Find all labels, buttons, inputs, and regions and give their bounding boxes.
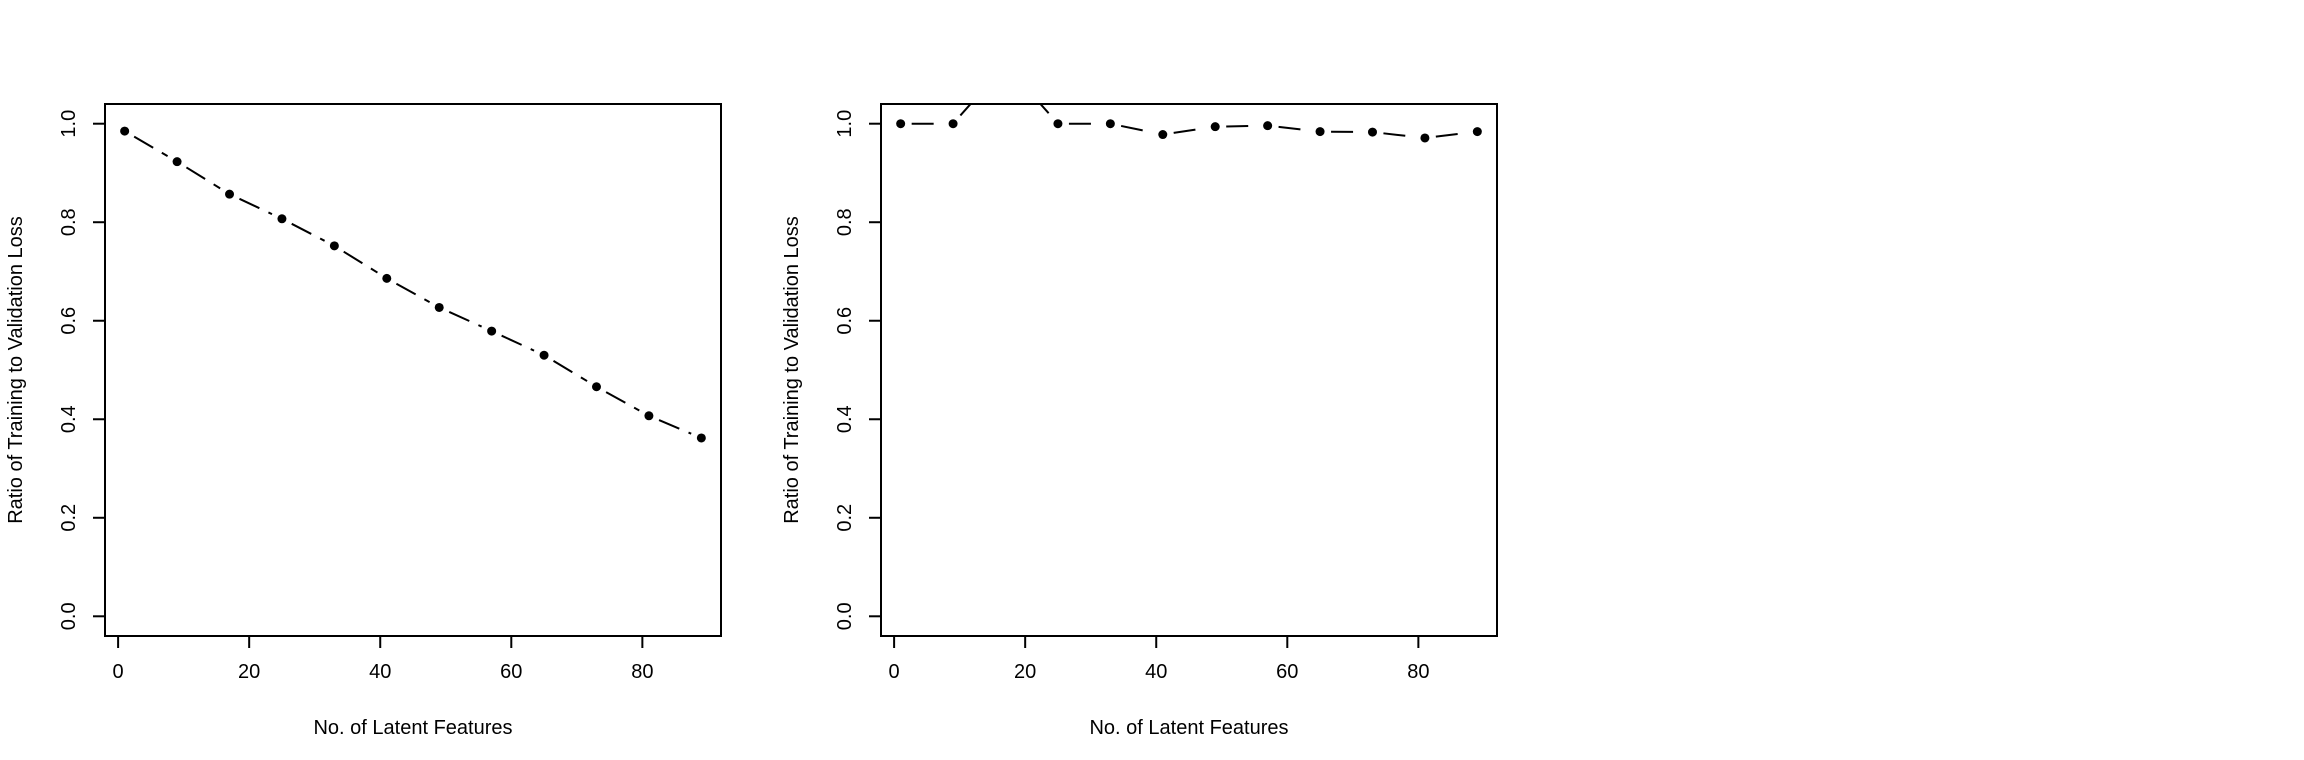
series-line-segment [448,311,483,328]
series-line-segment [552,360,588,382]
x-tick-label: 0 [113,661,124,683]
series-line-segment [1120,124,1153,134]
plot-area [120,126,706,443]
y-axis: 0.0 0.2 0.4 0.6 0.8 1.0 [58,110,106,630]
data-point [591,382,601,392]
y-tick-label: 0.0 [834,602,856,630]
series-line-segment [1278,125,1310,132]
plot-area [896,60,1482,143]
data-point [487,326,497,336]
data-point [1210,122,1220,132]
series-line-segment [291,222,326,242]
plot-frame [880,103,1498,637]
data-point [539,350,549,360]
x-axis: 0 20 40 60 80 [113,635,653,683]
x-axis-label: No. of Latent Features [313,717,512,739]
right-panel: 0 20 40 60 80 0.0 0.2 0.4 0.6 0.8 1.0 No. of Late… [781,60,1498,739]
data-point [225,189,235,199]
y-tick-label: 0.0 [58,602,80,630]
series-line-segment [605,391,640,412]
data-point [120,126,130,136]
series-line-segment [133,135,169,157]
y-tick-label: 0.2 [58,504,80,532]
data-point [1420,133,1430,143]
data-point [1315,127,1325,137]
data-point [1105,119,1115,129]
data-point [172,157,182,167]
y-tick-label: 0.4 [834,405,856,433]
x-tick-label: 20 [1014,661,1036,683]
x-axis-label: No. of Latent Features [1089,717,1288,739]
series-line-segment [1173,127,1205,134]
data-point [1367,127,1377,137]
y-tick-label: 0.6 [58,307,80,335]
series-line-segment [1383,132,1415,138]
left-panel: 0 20 40 60 80 0.0 0.2 0.4 0.6 0.8 1.0 No. of Late… [5,103,722,739]
y-tick-label: 1.0 [58,110,80,138]
x-tick-label: 60 [500,661,522,683]
y-tick-label: 0.6 [834,307,856,335]
data-point [1158,130,1168,140]
x-tick-label: 80 [631,661,653,683]
x-tick-label: 40 [1145,661,1167,683]
x-tick-label: 60 [1276,661,1298,683]
series-line-segment [343,250,378,274]
series-line-segment [1435,131,1467,138]
series-line-segment [1226,124,1257,128]
plot-frame [104,103,722,637]
data-point [1001,60,1010,69]
y-axis: 0.0 0.2 0.4 0.6 0.8 1.0 [834,110,882,630]
data-point [382,273,392,283]
series-line-segment [185,166,221,190]
x-tick-label: 20 [238,661,260,683]
series-line-segment [959,104,972,117]
data-point [948,119,958,129]
data-point [644,411,654,421]
x-tick-label: 80 [1407,661,1429,683]
x-tick-label: 40 [369,661,391,683]
y-axis-label: Ratio of Training to Validation Loss [5,216,27,524]
series-line-segment [239,197,273,216]
series-line-segment [1039,104,1052,117]
series-line-segment [395,282,431,303]
data-point [329,241,339,251]
data-point [1263,121,1273,131]
data-point [434,302,444,312]
y-tick-label: 0.8 [58,208,80,236]
data-point [277,214,287,224]
series-line-segment [658,419,692,435]
data-point [1053,119,1063,129]
series-line-segment [501,334,535,352]
y-tick-label: 0.2 [834,504,856,532]
data-point [696,433,706,443]
data-point [896,119,906,129]
x-axis: 0 20 40 60 80 [889,635,1429,683]
y-tick-label: 1.0 [834,110,856,138]
x-tick-label: 0 [889,661,900,683]
data-point [1472,127,1482,137]
y-tick-label: 0.4 [58,405,80,433]
y-axis-label: Ratio of Training to Validation Loss [781,216,803,524]
y-tick-label: 0.8 [834,208,856,236]
